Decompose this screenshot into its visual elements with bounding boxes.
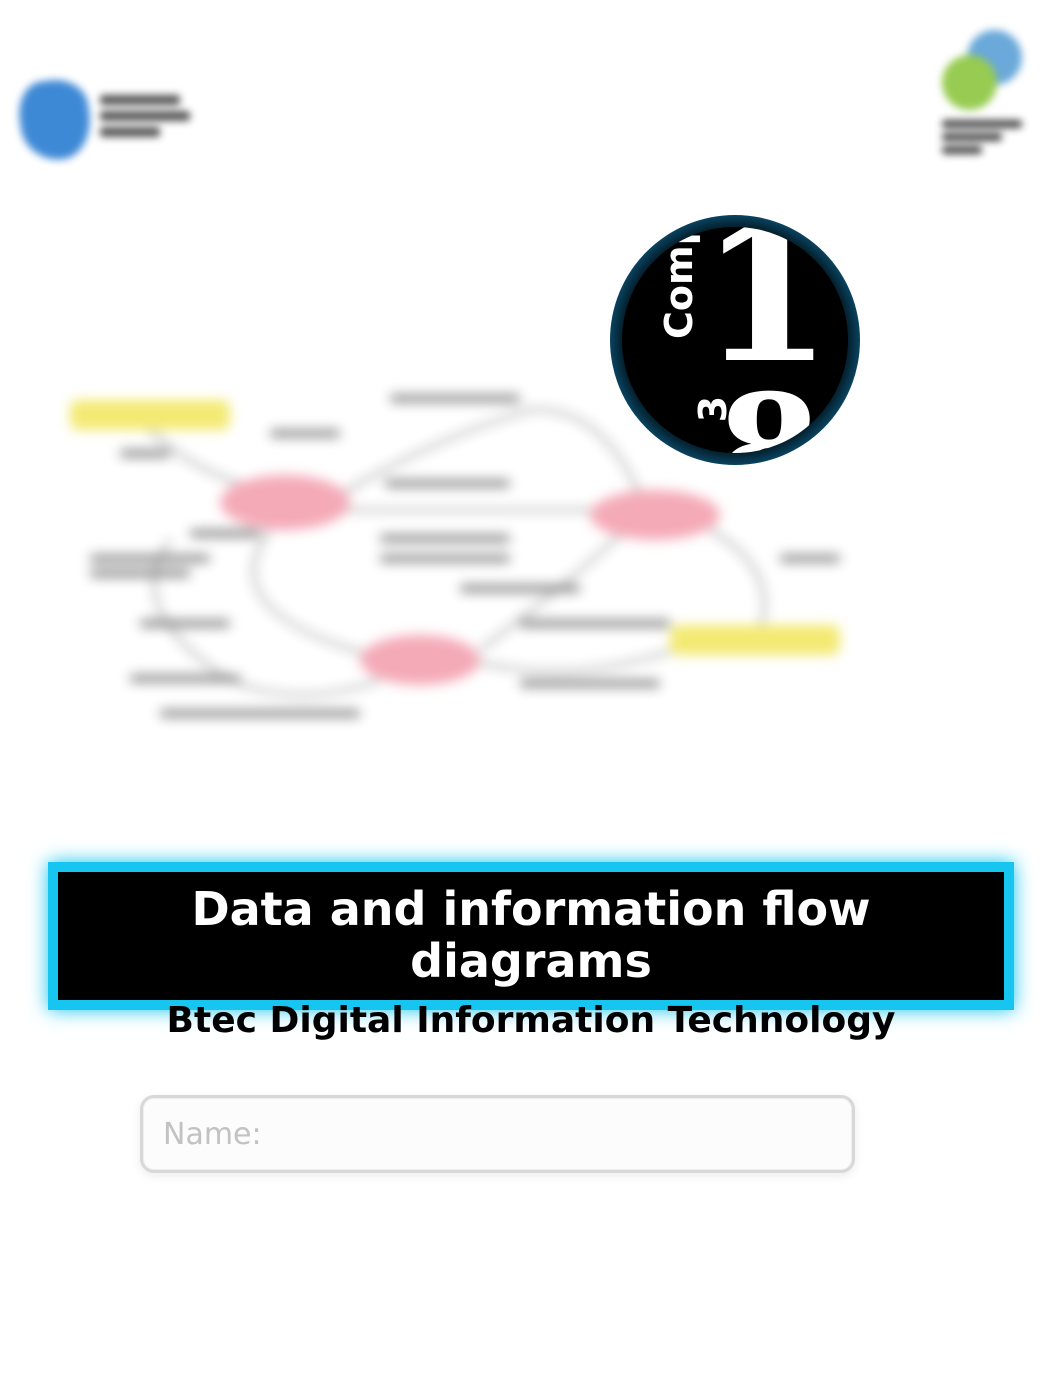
comp-badge: Comp 3 1 8 [610,215,860,465]
badge-comp-label: Comp [657,227,701,339]
name-input-container[interactable]: Name: [140,1095,855,1173]
page-subtitle: Btec Digital Information Technology [0,1000,1062,1041]
title-banner: Data and information flow diagrams [48,862,1014,1010]
college-logo-left [20,80,190,170]
name-input-label: Name: [163,1117,262,1152]
badge-partial-number: 8 [717,375,821,453]
partner-logo-right [932,30,1042,180]
page-title: Data and information flow diagrams [98,884,964,987]
